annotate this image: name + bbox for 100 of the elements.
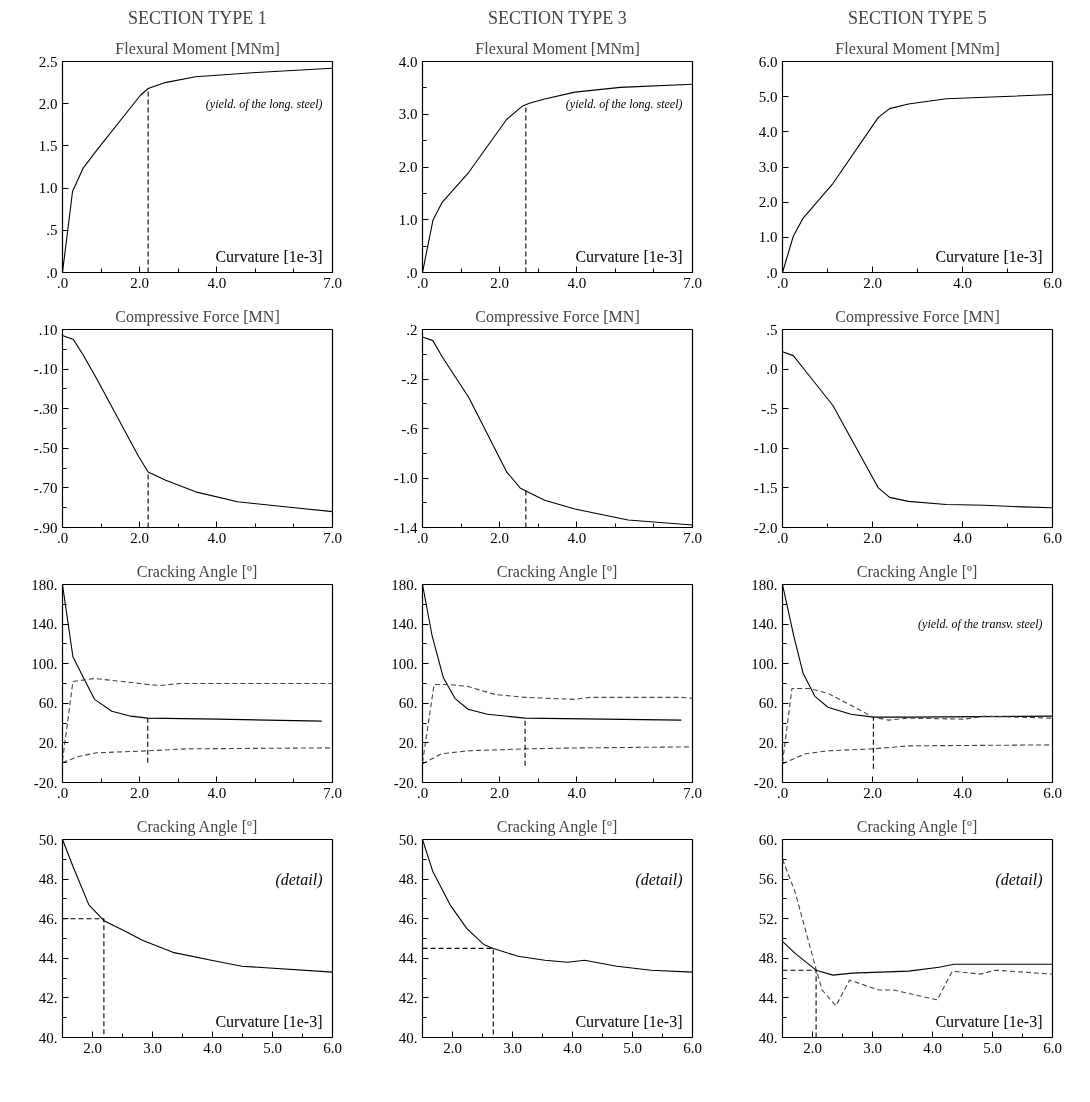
x-tick-label: 5.0 [623,1039,642,1056]
y-tick-label: .0 [766,361,778,378]
y-tick-label: 40. [398,1029,418,1046]
x-tick-label: 7.0 [323,529,342,546]
x-axis-title: Curvature [1e-3] [575,1012,683,1030]
x-tick-label: 4.0 [567,529,587,546]
y-tick-label: -.6 [401,420,418,437]
y-tick-label: 2.0 [758,194,778,211]
y-tick-label: -20. [33,774,58,791]
chart-title: SECTION TYPE 5 [848,7,987,28]
y-tick-label: -1.0 [393,470,418,486]
annotation: (detail) [635,870,683,889]
y-tick-label: 60. [398,695,418,712]
y-tick-label: 2.5 [38,53,58,70]
x-tick-label: 4.0 [923,1039,942,1056]
y-tick-label: 5.0 [758,88,778,105]
y-tick-label: 42. [398,989,418,1006]
y-tick-label: 48. [758,950,778,967]
y-tick-label: 100. [31,655,58,672]
y-tick-label: 1.0 [758,229,778,246]
chart-title: Compressive Force [MN] [115,307,280,326]
y-tick-label: 44. [38,950,58,967]
y-tick-label: 20. [38,734,58,751]
y-tick-label: -.2 [401,371,418,387]
y-tick-label: 40. [758,1029,778,1046]
y-tick-label: 44. [398,950,418,967]
x-tick-label: 4.0 [953,784,972,801]
y-tick-label: -1.4 [393,519,418,536]
y-tick-label: -1.5 [753,479,778,496]
x-tick-label: 3.0 [863,1039,882,1056]
y-tick-label: -1.0 [753,440,778,457]
chart-title: SECTION TYPE 3 [488,7,627,28]
x-tick-label: 6.0 [1043,784,1062,801]
chart-title: Cracking Angle [º] [496,817,618,836]
y-tick-label: 180. [751,576,778,593]
y-tick-label: 1.0 [398,211,418,228]
y-tick-label: .5 [46,222,58,239]
x-axis-title: Curvature [1e-3] [935,1012,1043,1030]
x-tick-label: 7.0 [683,784,702,801]
y-tick-label: -.70 [33,479,58,496]
y-tick-label: 44. [758,989,778,1006]
chart-subtitle: Flexural Moment [MNm] [115,39,280,57]
x-tick-label: 2.0 [863,529,882,546]
x-tick-label: 6.0 [683,1039,702,1056]
y-tick-label: 56. [758,871,778,888]
x-tick-label: 2.0 [443,1039,462,1056]
y-tick-label: 48. [398,871,418,888]
x-tick-label: 6.0 [323,1039,342,1056]
x-tick-label: 6.0 [1043,529,1062,546]
x-tick-label: 3.0 [143,1039,162,1056]
y-tick-label: 180. [31,576,58,593]
x-tick-label: 3.0 [503,1039,522,1056]
x-axis-title: Curvature [1e-3] [575,247,683,265]
y-tick-label: 1.0 [38,180,58,197]
y-tick-label: 140. [31,616,58,633]
y-tick-label: .10 [38,321,58,338]
x-tick-label: 7.0 [323,784,342,801]
x-tick-label: 4.0 [203,1039,222,1056]
y-tick-label: .5 [766,321,778,338]
x-tick-label: 2.0 [490,784,510,801]
y-tick-label: -.5 [761,400,778,417]
chart-title: Cracking Angle [º] [136,817,258,836]
chart-title: Cracking Angle [º] [856,817,978,836]
chart-subtitle: Flexural Moment [MNm] [475,39,640,57]
x-tick-label: 4.0 [207,529,227,546]
y-tick-label: 50. [38,831,58,848]
chart-subtitle: Flexural Moment [MNm] [835,39,1000,57]
y-tick-label: 140. [391,616,418,633]
y-tick-label: 100. [391,655,418,672]
x-tick-label: 2.0 [863,784,882,801]
x-tick-label: 2.0 [130,529,150,546]
x-tick-label: 2.0 [130,274,150,291]
annotation: (detail) [275,870,323,889]
y-tick-label: 60. [758,695,778,712]
y-tick-label: 180. [391,576,418,593]
y-tick-label: .2 [406,321,418,338]
x-tick-label: 4.0 [567,274,587,291]
y-tick-label: 60. [38,695,58,712]
y-tick-label: 50. [398,831,418,848]
x-axis-title: Curvature [1e-3] [935,247,1043,265]
annotation: (yield. of the transv. steel) [918,617,1043,632]
y-tick-label: -20. [393,774,418,791]
chart-title: Cracking Angle [º] [136,562,258,581]
y-tick-label: -2.0 [753,519,778,536]
x-tick-label: 6.0 [1043,274,1062,291]
x-tick-label: 5.0 [983,1039,1002,1056]
y-tick-label: 6.0 [758,53,778,70]
chart-title: Cracking Angle [º] [496,562,618,581]
x-tick-label: 4.0 [567,784,587,801]
y-tick-label: -20. [753,774,778,791]
x-tick-label: 4.0 [953,529,972,546]
y-tick-label: 46. [38,910,58,927]
x-tick-label: 4.0 [207,274,227,291]
x-tick-label: 2.0 [803,1039,822,1056]
y-tick-label: 3.0 [398,106,418,123]
y-tick-label: 60. [758,831,778,848]
y-tick-label: 20. [758,734,778,751]
y-tick-label: -.50 [33,440,58,457]
x-axis-title: Curvature [1e-3] [215,247,323,265]
x-tick-label: 7.0 [323,274,342,291]
